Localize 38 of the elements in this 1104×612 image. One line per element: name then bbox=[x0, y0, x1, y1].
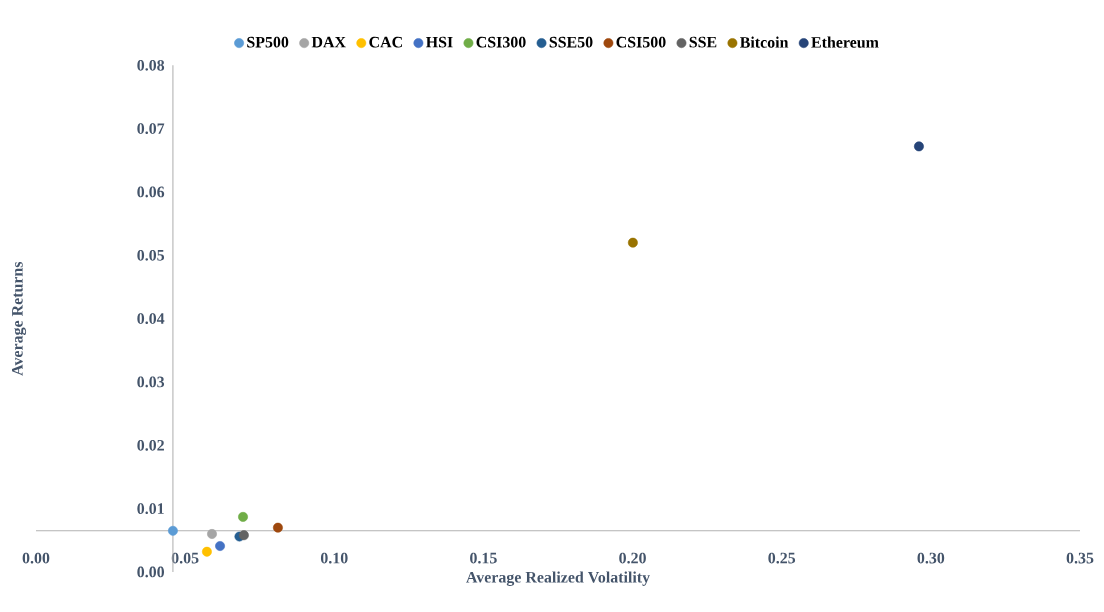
point bbox=[273, 522, 283, 533]
legend-label: SSE bbox=[689, 36, 717, 48]
y-tick-label: 0.00 bbox=[137, 566, 165, 578]
x-tick-label: 0.00 bbox=[22, 552, 50, 564]
point bbox=[168, 525, 178, 536]
point bbox=[238, 511, 248, 522]
x-tick-label: 0.05 bbox=[171, 552, 199, 564]
y-tick-label: 0.02 bbox=[137, 439, 164, 451]
point bbox=[238, 530, 249, 541]
y-tick-label: 0.05 bbox=[137, 249, 165, 261]
legend-label: Bitcoin bbox=[740, 36, 789, 48]
y-tick-label: 0.07 bbox=[137, 123, 165, 135]
x-tick-label: 0.20 bbox=[619, 552, 646, 564]
x-tick-label: 0.35 bbox=[1066, 552, 1094, 564]
legend-label: CSI300 bbox=[476, 36, 526, 48]
point bbox=[914, 141, 924, 152]
y-tick-label: 0.01 bbox=[137, 503, 164, 515]
point bbox=[202, 546, 212, 557]
y-tick-label: 0.06 bbox=[137, 186, 165, 198]
legend-label: DAX bbox=[311, 36, 346, 48]
legend-label: CAC bbox=[369, 36, 402, 48]
x-axis-title: Average Realized Volatility bbox=[466, 571, 650, 586]
legend-label: CSI500 bbox=[616, 36, 666, 48]
y-axis-title: Average Returns bbox=[12, 261, 27, 376]
legend-label: Ethereum bbox=[811, 36, 879, 48]
y-tick-label: 0.04 bbox=[137, 313, 165, 325]
x-tick-label: 0.25 bbox=[768, 552, 796, 564]
legend-label: SP500 bbox=[247, 36, 289, 48]
point bbox=[627, 237, 638, 248]
point bbox=[207, 529, 217, 539]
y-tick-label: 0.08 bbox=[137, 59, 165, 71]
point bbox=[215, 541, 225, 551]
y-tick-label: 0.03 bbox=[137, 376, 165, 388]
x-tick-label: 0.15 bbox=[470, 552, 497, 564]
x-tick-label: 0.30 bbox=[917, 552, 945, 564]
x-tick-label: 0.10 bbox=[320, 552, 348, 564]
legend-label: SSE50 bbox=[549, 36, 593, 48]
legend-label: HSI bbox=[425, 36, 453, 48]
